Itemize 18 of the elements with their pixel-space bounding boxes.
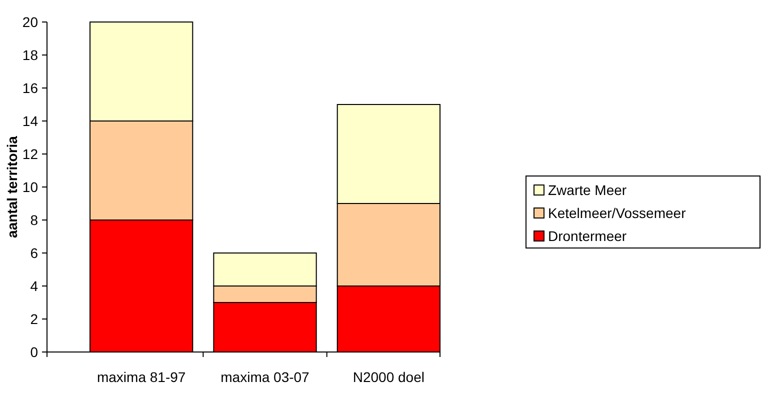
x-tick-label: maxima 03-07 [220, 369, 310, 385]
legend-label: Drontermeer [548, 228, 627, 244]
legend-label: Zwarte Meer [548, 182, 627, 198]
y-tick-label: 16 [22, 80, 38, 96]
y-tick-label: 6 [30, 244, 38, 261]
y-tick-label: 12 [22, 146, 38, 162]
legend-label: Ketelmeer/Vossemeer [548, 204, 686, 221]
y-tick-label: 20 [22, 14, 38, 30]
y-axis-title: aantal territoria [4, 136, 20, 238]
x-tick-label: maxima 81-97 [96, 369, 186, 385]
x-tick-label: N2000 doel [352, 369, 424, 385]
y-tick-label: 4 [30, 278, 38, 294]
y-tick-label: 8 [30, 212, 38, 228]
y-tick-label: 14 [22, 112, 38, 129]
y-tick-label: 2 [30, 310, 38, 327]
y-tick-label: 18 [22, 46, 38, 63]
y-tick-label: 10 [22, 178, 38, 195]
y-tick-label: 0 [30, 344, 38, 360]
